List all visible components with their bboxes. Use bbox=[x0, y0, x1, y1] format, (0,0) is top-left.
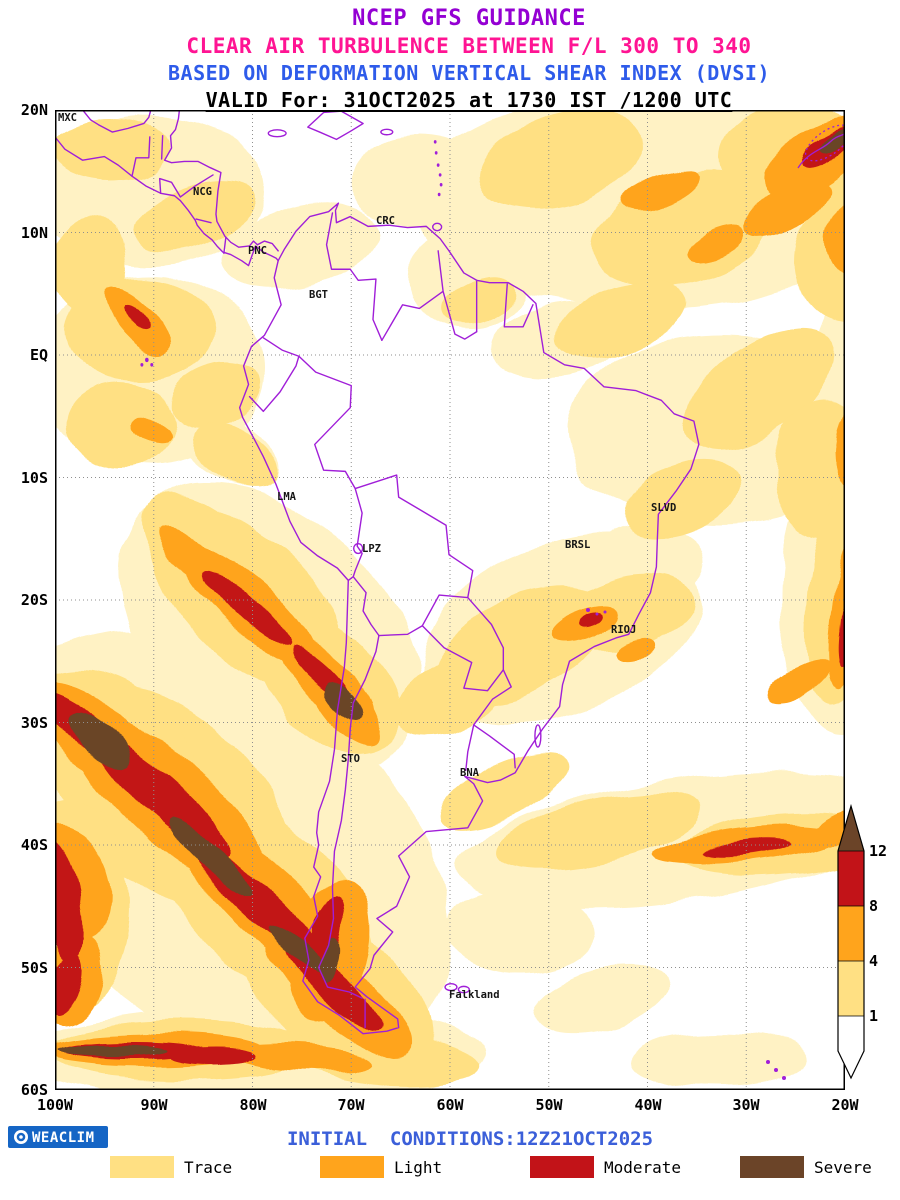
legend-label-severe: Severe bbox=[814, 1158, 872, 1177]
border-ecuador bbox=[250, 338, 299, 412]
island-trinidad bbox=[433, 223, 442, 230]
city-label: STO bbox=[341, 753, 360, 765]
city-label: RIOJ bbox=[611, 624, 637, 636]
lat-label: 20S bbox=[20, 591, 48, 609]
border-bolivia-brazil bbox=[355, 475, 473, 598]
legend-swatches bbox=[110, 1156, 804, 1178]
city-label: BNA bbox=[460, 767, 479, 779]
island-hispaniola bbox=[308, 111, 363, 139]
city-label: LMA bbox=[277, 491, 296, 503]
geography-layer bbox=[55, 110, 844, 1080]
lon-label: 60W bbox=[436, 1096, 464, 1114]
colorbar-segment-below-tip bbox=[838, 1051, 864, 1078]
initial-conditions-text: INITIAL CONDITIONS:12Z21OCT2025 bbox=[286, 1128, 654, 1150]
title-product: CLEAR AIR TURBULENCE BETWEEN F/L 300 TO … bbox=[186, 34, 752, 58]
lat-label: 10S bbox=[20, 469, 48, 487]
title-model: NCEP GFS GUIDANCE bbox=[352, 6, 586, 31]
legend-label-trace: Trace bbox=[184, 1158, 233, 1177]
city-label: PNC bbox=[248, 245, 267, 257]
legend-swatch-moderate bbox=[530, 1156, 594, 1178]
lon-label: 20W bbox=[831, 1096, 859, 1114]
lat-label: 10N bbox=[20, 224, 48, 242]
border-peru-bolivia-chile bbox=[348, 489, 379, 636]
lon-label: 80W bbox=[239, 1096, 267, 1114]
border-central-america bbox=[132, 136, 226, 254]
city-label: Falkland bbox=[449, 989, 500, 1001]
city-label: BGT bbox=[309, 289, 328, 301]
colorbar-segment-trace bbox=[838, 961, 864, 1016]
colorbar-segment-severe bbox=[838, 806, 864, 851]
lon-label: 70W bbox=[337, 1096, 365, 1114]
lesser-antilles-dots bbox=[433, 140, 443, 197]
purple-contour-marks bbox=[586, 124, 844, 1080]
map-frame bbox=[55, 110, 845, 1090]
colorbar-tick: 1 bbox=[869, 1007, 879, 1025]
colorbar-segment-below bbox=[838, 1016, 864, 1051]
colorbar bbox=[837, 803, 865, 1080]
lon-label: 100W bbox=[36, 1096, 74, 1114]
central-america-caribbean-coast bbox=[165, 110, 279, 251]
colorbar-segment-moderate bbox=[838, 851, 864, 906]
weaclim-logo bbox=[8, 1126, 108, 1148]
colorbar-tick: 8 bbox=[869, 897, 879, 915]
border-chile-argentina bbox=[319, 636, 379, 1028]
galapagos-dots bbox=[140, 357, 154, 367]
falkland-islands bbox=[445, 984, 469, 993]
lat-label: 50S bbox=[20, 959, 48, 977]
city-label: SLVD bbox=[651, 502, 677, 514]
central-america-pacific-coast bbox=[55, 137, 278, 266]
city-label: NCG bbox=[193, 186, 212, 198]
lagoa-dos-patos bbox=[535, 725, 541, 747]
lon-label: 40W bbox=[634, 1096, 662, 1114]
turbulence-severe-layer bbox=[56, 128, 844, 1056]
lon-label: 30W bbox=[732, 1096, 760, 1114]
colorbar-tick: 12 bbox=[869, 842, 888, 860]
city-label: MXC bbox=[58, 112, 77, 124]
legend-swatch-light bbox=[320, 1156, 384, 1178]
legend-swatch-trace bbox=[110, 1156, 174, 1178]
lat-label: 40S bbox=[20, 836, 48, 854]
border-venezuela-guyana-brazil bbox=[382, 251, 477, 340]
border-paraguay-brazil bbox=[468, 598, 504, 670]
city-label: BRSL bbox=[565, 539, 591, 551]
legend-swatch-severe bbox=[740, 1156, 804, 1178]
title-valid: VALID For: 31OCT2025 at 1730 IST /1200 U… bbox=[205, 88, 733, 112]
gulf-of-mexico-coast bbox=[83, 110, 151, 132]
title-method: BASED ON DEFORMATION VERTICAL SHEAR INDE… bbox=[168, 61, 770, 85]
weaclim-logo-text: WEACLIM bbox=[32, 1130, 95, 1146]
border-guianas bbox=[477, 282, 533, 332]
city-label: LPZ bbox=[362, 543, 381, 555]
title-block: NCEP GFS GUIDANCE CLEAR AIR TURBULENCE B… bbox=[0, 6, 900, 112]
lon-label: 50W bbox=[535, 1096, 563, 1114]
colorbar-tick: 4 bbox=[869, 952, 879, 970]
south-america-coastline bbox=[240, 203, 699, 1034]
lon-label: 90W bbox=[140, 1096, 168, 1114]
lat-label: 20N bbox=[20, 101, 48, 119]
colorbar-segment-light bbox=[838, 906, 864, 961]
island-jamaica bbox=[268, 130, 286, 137]
border-brazil-argentina-uruguay bbox=[466, 670, 515, 770]
border-peru-colombia-brazil bbox=[299, 356, 355, 488]
legend-label-light: Light bbox=[394, 1158, 443, 1177]
lake-titicaca bbox=[354, 544, 363, 554]
border-colombia-venezuela bbox=[327, 213, 382, 340]
gridlines bbox=[55, 110, 845, 1090]
island-puerto-rico bbox=[381, 129, 393, 134]
legend-label-moderate: Moderate bbox=[604, 1158, 682, 1177]
lat-label: 30S bbox=[20, 714, 48, 732]
border-bolivia-argentina-paraguay bbox=[379, 595, 503, 691]
lat-label: EQ bbox=[29, 346, 48, 364]
city-label: CRC bbox=[376, 215, 395, 227]
colorbar-dividers bbox=[838, 850, 864, 1017]
lat-label: 60S bbox=[20, 1081, 48, 1099]
contour-dots bbox=[586, 608, 786, 1080]
